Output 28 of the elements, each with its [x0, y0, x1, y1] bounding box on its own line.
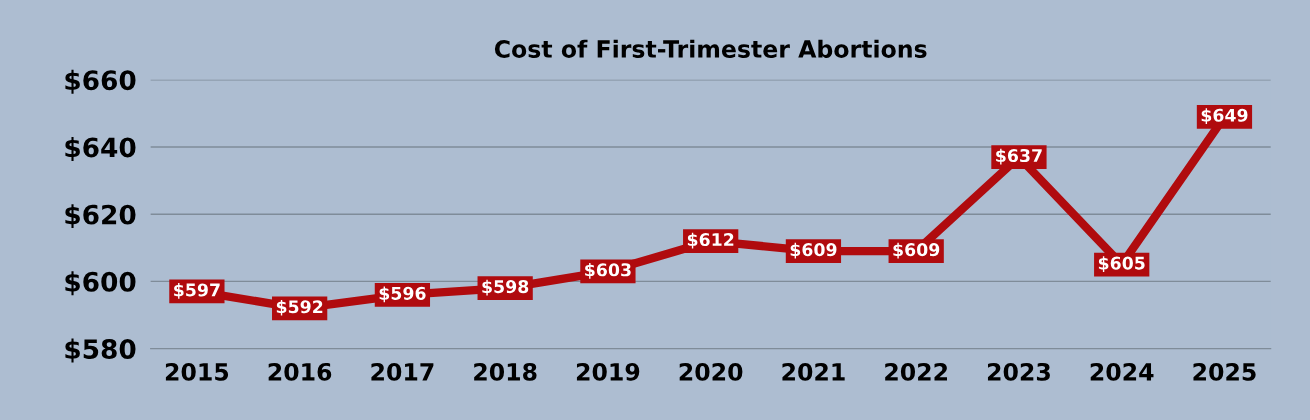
- y-tick-label: $620: [65, 204, 136, 229]
- data-label: $598: [482, 279, 529, 296]
- y-tick-label: $600: [65, 271, 136, 296]
- x-tick-label: 2015: [165, 362, 229, 381]
- x-tick-label: 2023: [987, 362, 1050, 381]
- y-tick-label: $580: [65, 338, 136, 363]
- x-tick-label: 2022: [885, 362, 947, 381]
- data-label: $605: [1098, 256, 1145, 272]
- chart-title: Cost of First-Trimester Abortions: [494, 39, 927, 58]
- x-tick-label: 2025: [1193, 362, 1256, 381]
- x-tick-label: 2018: [474, 362, 537, 381]
- x-tick-label: 2024: [1090, 362, 1154, 381]
- y-tick-label: $660: [65, 69, 136, 94]
- data-label: $596: [379, 286, 426, 303]
- data-label: $597: [174, 283, 220, 299]
- x-tick-label: 2021: [782, 362, 845, 381]
- x-tick-label: 2020: [679, 362, 743, 381]
- data-label: $609: [790, 242, 837, 259]
- x-tick-label: 2016: [268, 362, 332, 381]
- data-label: $637: [996, 148, 1042, 165]
- data-label: $592: [276, 299, 323, 316]
- x-tick-label: 2017: [371, 362, 434, 381]
- y-tick-label: $640: [65, 136, 136, 161]
- data-label: $612: [687, 232, 734, 249]
- data-label: $649: [1201, 108, 1248, 125]
- x-tick-label: 2019: [576, 362, 640, 381]
- data-label: $609: [893, 242, 940, 259]
- data-label: $603: [585, 262, 631, 279]
